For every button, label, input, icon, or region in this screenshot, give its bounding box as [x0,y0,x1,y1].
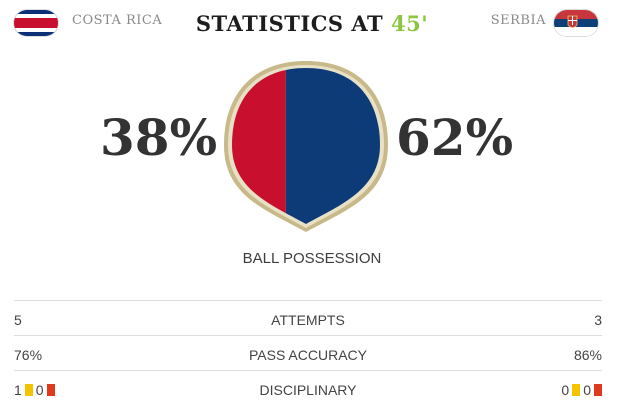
red-card-icon [46,384,55,396]
stats-table: 5 ATTEMPTS 3 76% PASS ACCURACY 86% 1 0 D… [14,300,602,405]
home-team-name: COSTA RICA [72,13,163,28]
home-possession-percent: 38% [100,108,218,167]
home-yellow-count: 1 [14,382,22,398]
home-attempts: 5 [14,312,22,328]
stat-row-attempts: 5 ATTEMPTS 3 [14,300,602,335]
away-possession-percent: 62% [396,108,514,167]
disciplinary-label: DISCIPLINARY [259,382,357,398]
yellow-card-icon [572,384,581,396]
away-team-name: SERBIA [490,13,546,28]
match-minute: 45' [390,11,429,36]
stat-row-pass-accuracy: 76% PASS ACCURACY 86% [14,335,602,370]
red-card-icon [594,384,602,396]
home-pass-accuracy: 76% [14,347,43,363]
away-red-count: 0 [583,382,591,398]
costa-rica-flag-icon [14,10,58,36]
pass-accuracy-label: PASS ACCURACY [249,347,367,363]
away-attempts: 3 [594,312,602,328]
away-possession-area [285,68,380,224]
away-pass-accuracy: 86% [573,347,602,363]
home-red-count: 0 [35,382,44,398]
serbia-flag-icon [554,10,598,36]
ball-possession-label: BALL POSSESSION [242,250,382,267]
home-cards: 1 0 [14,382,55,398]
away-cards: 0 0 [561,382,602,398]
away-yellow-count: 0 [561,382,570,398]
stat-row-disciplinary: 1 0 DISCIPLINARY 0 0 [14,370,602,405]
attempts-label: ATTEMPTS [271,312,345,328]
possession-ball-graphic [224,61,388,232]
yellow-card-icon [24,384,33,396]
title-prefix: STATISTICS AT [195,11,384,36]
page-title: STATISTICS AT 45' [0,11,624,36]
